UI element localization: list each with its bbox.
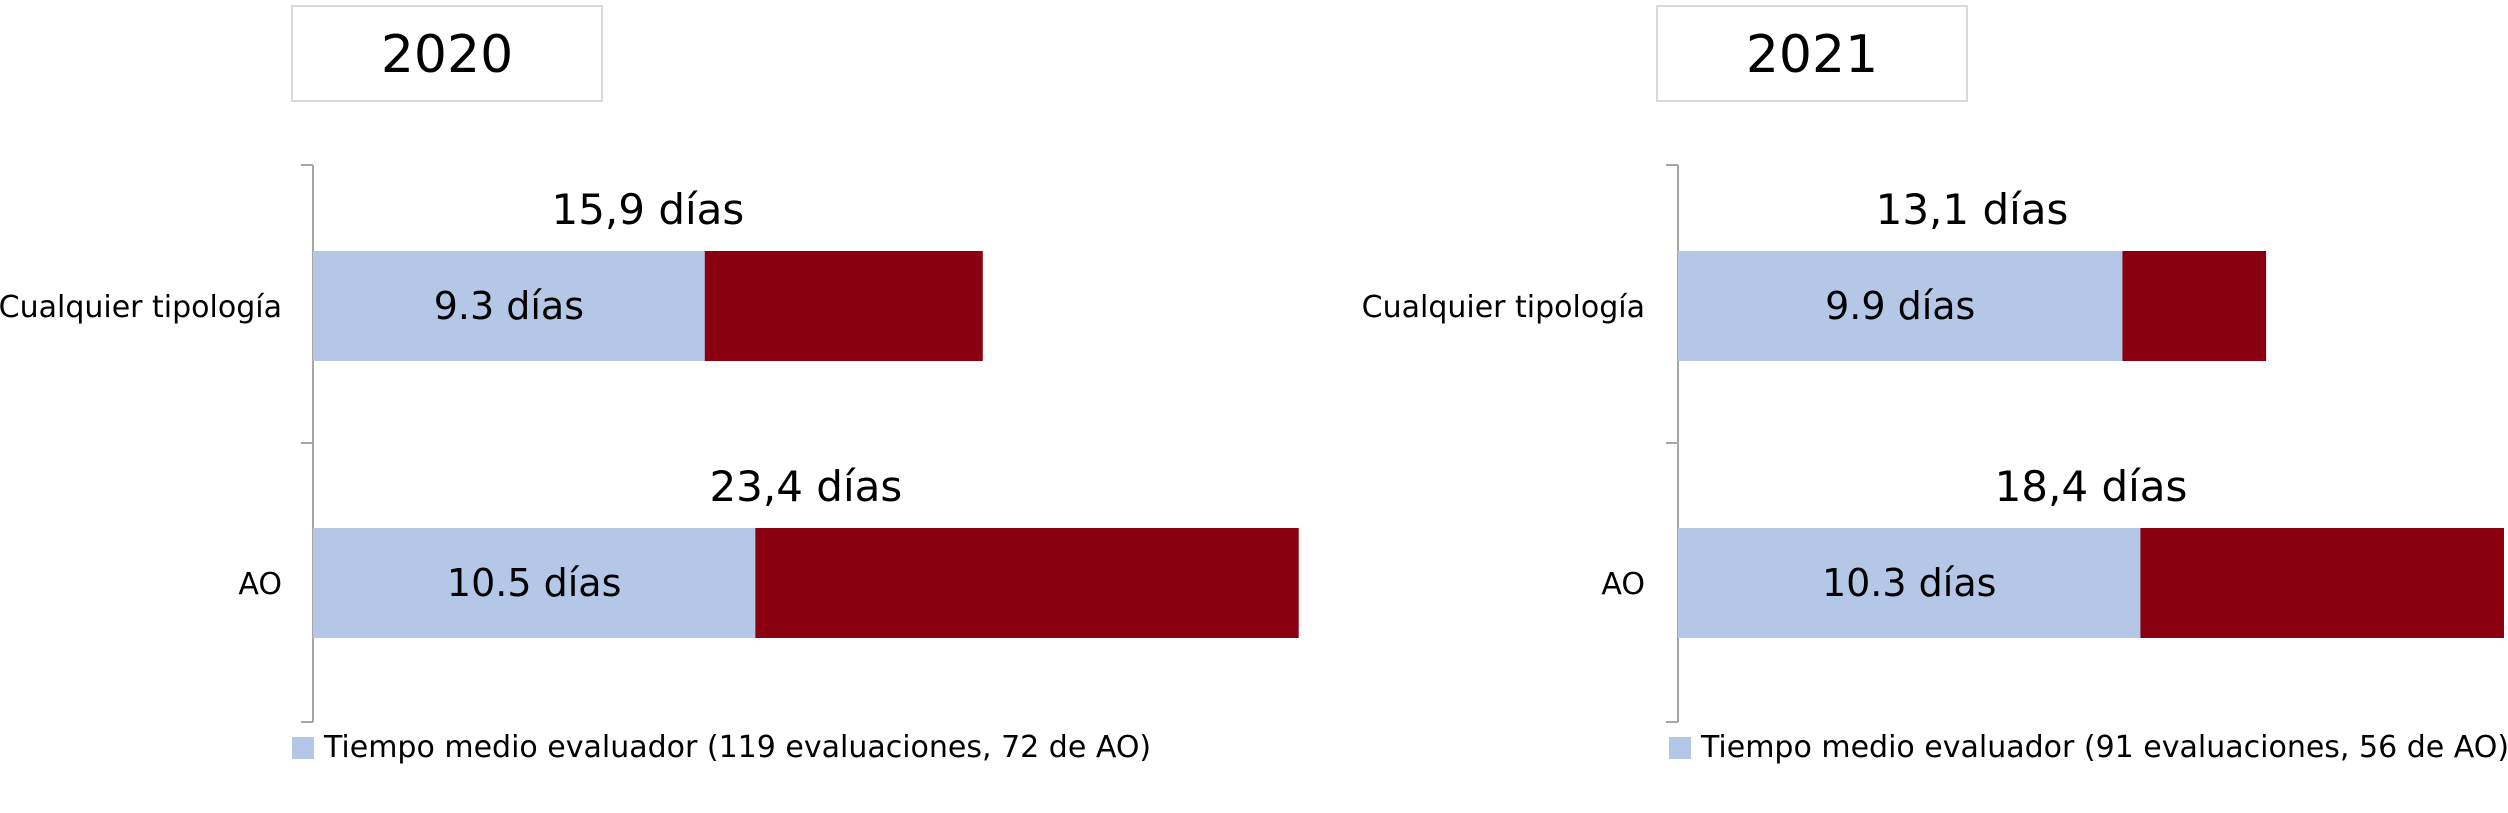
chart-title-box (291, 5, 603, 102)
legend-swatch (292, 737, 314, 759)
legend-label: Tiempo medio evaluador (119 evaluaciones… (323, 730, 1151, 765)
bar-segment-evaluator (313, 528, 756, 638)
bar-data-label: 9.9 días (1825, 284, 1975, 328)
bar-segment-remainder (704, 251, 983, 361)
chart-2020-group: 2020 Cualquier tipología 9.3 días 15,9 días… (0, 5, 1299, 765)
bar-total-label: 23,4 días (709, 462, 902, 511)
bar-total-label: 13,1 días (1876, 185, 2069, 234)
bar-data-label: 10.5 días (447, 561, 621, 605)
chart-title: 2021 (1746, 25, 1878, 85)
bar-segment-evaluator (1678, 251, 2123, 361)
category-label: AO (1601, 567, 1645, 602)
category-label: Cualquier tipología (1362, 290, 1645, 325)
chart-title: 2020 (381, 25, 513, 85)
bar-data-label: 9.3 días (434, 284, 584, 328)
bar-total-label: 15,9 días (551, 185, 744, 234)
legend-swatch (1669, 737, 1691, 759)
category-label: Cualquier tipología (0, 290, 282, 325)
bar-total-label: 18,4 días (1995, 462, 2188, 511)
bar-segment-evaluator (1678, 528, 2141, 638)
legend-label: Tiempo medio evaluador (91 evaluaciones,… (1700, 730, 2508, 765)
chart-2021-group: 2021 Cualquier tipología 9.9 días 13,1 días… (1362, 5, 2508, 765)
bar-data-label: 10.3 días (1822, 561, 1996, 605)
bar-segment-remainder (2122, 251, 2267, 361)
bar-segment-evaluator (313, 251, 705, 361)
bar-segment-remainder (2140, 528, 2504, 638)
chart-title-box (1656, 5, 1968, 102)
category-label: AO (238, 567, 282, 602)
bar-segment-remainder (755, 528, 1299, 638)
